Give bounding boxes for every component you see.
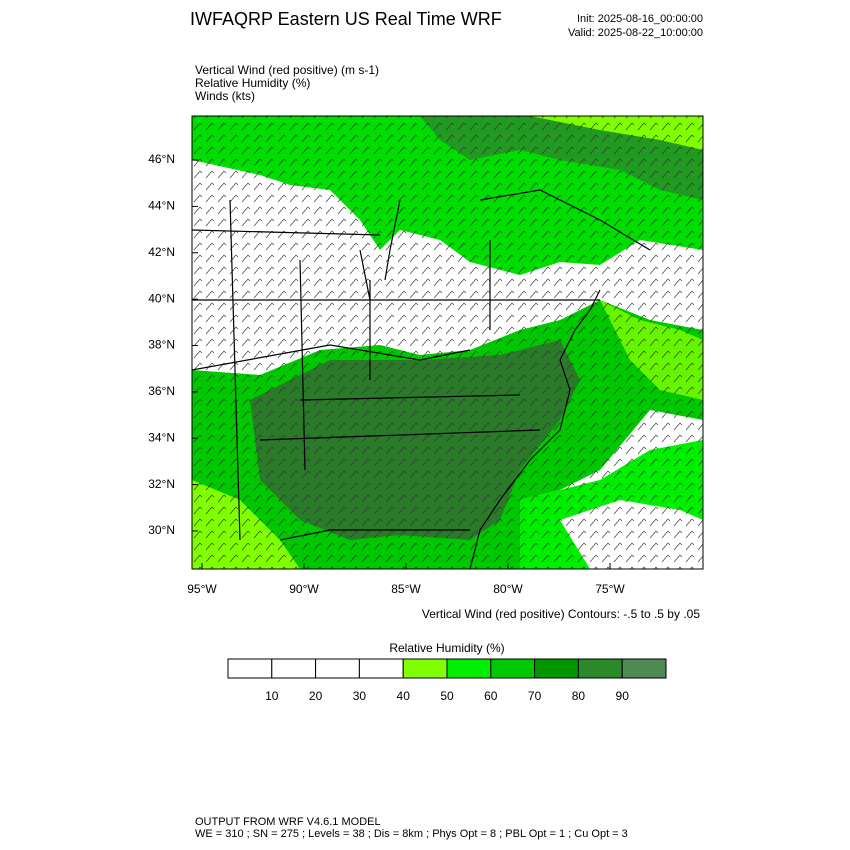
x-tick-label: 80°W bbox=[493, 582, 523, 596]
colorbar-label: 10 bbox=[265, 689, 279, 703]
colorbar-box bbox=[315, 658, 360, 679]
colorbar-label: 40 bbox=[397, 689, 411, 703]
colorbar-box bbox=[402, 658, 448, 679]
x-tick-label: 90°W bbox=[289, 582, 319, 596]
colorbar-label: 60 bbox=[484, 689, 498, 703]
colorbar-box bbox=[227, 658, 273, 679]
y-tick-label: 30°N bbox=[148, 523, 175, 537]
colorbar-label: 20 bbox=[309, 689, 323, 703]
colorbar-box bbox=[621, 658, 667, 679]
x-tick-label: 75°W bbox=[595, 582, 625, 596]
colorbar-box bbox=[534, 658, 579, 679]
y-tick-label: 42°N bbox=[148, 245, 175, 259]
colorbar-box bbox=[577, 658, 623, 679]
colorbar-label: 80 bbox=[572, 689, 586, 703]
colorbar-box bbox=[271, 658, 317, 679]
field-label: Relative Humidity (%) bbox=[195, 76, 310, 90]
map-frame bbox=[191, 115, 704, 570]
title: IWFAQRP Eastern US Real Time WRF bbox=[190, 9, 502, 29]
y-tick-label: 44°N bbox=[148, 199, 175, 213]
valid-time: Valid: 2025-08-22_10:00:00 bbox=[568, 27, 703, 39]
colorbar-box bbox=[358, 658, 404, 679]
y-tick-label: 38°N bbox=[148, 338, 175, 352]
y-tick-label: 34°N bbox=[148, 430, 175, 444]
colorbar-box bbox=[446, 658, 492, 679]
field-label: Winds (kts) bbox=[195, 89, 255, 103]
colorbar-label: 30 bbox=[353, 689, 367, 703]
x-tick-label: 85°W bbox=[391, 582, 421, 596]
y-tick-label: 32°N bbox=[148, 477, 175, 491]
y-tick-label: 36°N bbox=[148, 384, 175, 398]
contour-caption: Vertical Wind (red positive) Contours: -… bbox=[422, 607, 700, 621]
colorbar-label: 50 bbox=[440, 689, 454, 703]
init-time: Init: 2025-08-16_00:00:00 bbox=[577, 13, 703, 25]
colorbar-label: 70 bbox=[528, 689, 542, 703]
footer-line: WE = 310 ; SN = 275 ; Levels = 38 ; Dis … bbox=[195, 828, 628, 840]
field-label: Vertical Wind (red positive) (m s-1) bbox=[195, 63, 379, 77]
x-tick-label: 95°W bbox=[187, 582, 217, 596]
footer-line: OUTPUT FROM WRF V4.6.1 MODEL bbox=[195, 816, 381, 828]
colorbar-label: 90 bbox=[616, 689, 630, 703]
colorbar-title: Relative Humidity (%) bbox=[389, 641, 504, 655]
colorbar-box bbox=[490, 658, 536, 679]
map-field bbox=[192, 116, 703, 569]
y-tick-label: 46°N bbox=[148, 152, 175, 166]
y-tick-label: 40°N bbox=[148, 291, 175, 305]
